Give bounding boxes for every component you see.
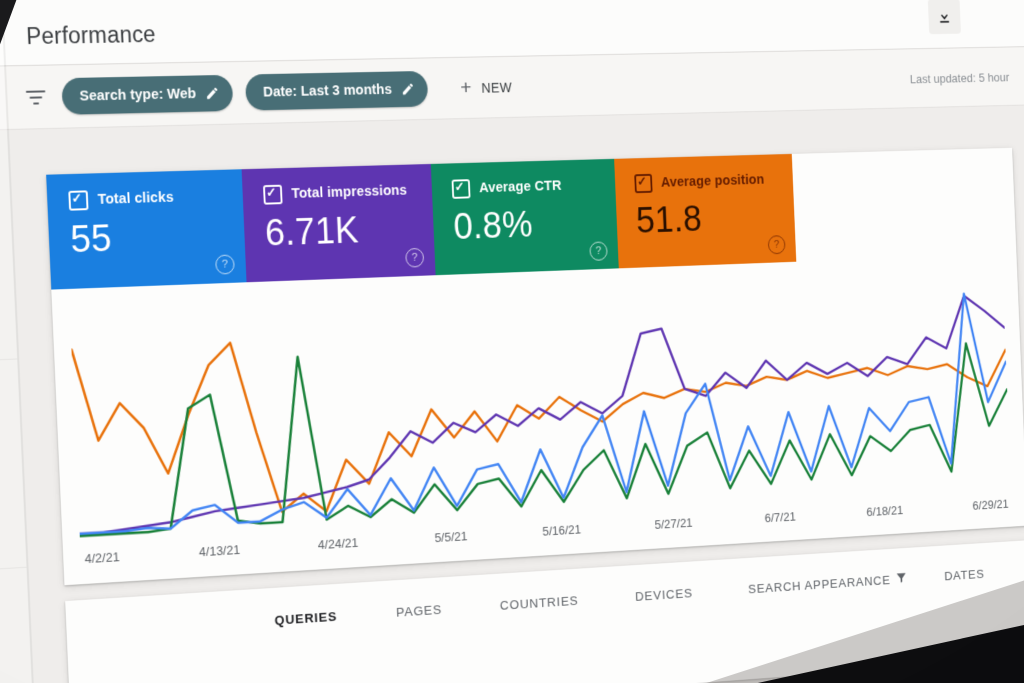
- x-tick-label: 5/5/21: [434, 528, 468, 546]
- metric-value: 55: [69, 218, 113, 262]
- last-updated-text: Last updated: 5 hour: [909, 69, 1010, 86]
- x-tick-label: 6/18/21: [866, 502, 904, 519]
- metric-card-average-ctr[interactable]: Average CTR 0.8%: [430, 158, 619, 276]
- metric-card-total-clicks[interactable]: Total clicks 55: [46, 169, 247, 290]
- tab-search-appearance[interactable]: SEARCH APPEARANCE: [747, 572, 891, 597]
- x-tick-label: 4/2/21: [84, 549, 120, 567]
- metric-card-total-impressions[interactable]: Total impressions 6.71K: [241, 163, 436, 283]
- tab-queries[interactable]: QUERIES: [274, 609, 338, 628]
- date-range-chip-label: Date: Last 3 months: [262, 81, 393, 100]
- date-range-chip[interactable]: Date: Last 3 months: [245, 70, 429, 111]
- plus-icon: +: [459, 76, 472, 99]
- pencil-icon: [205, 86, 220, 101]
- metric-value: 51.8: [635, 199, 703, 242]
- search-type-chip-label: Search type: Web: [79, 85, 197, 105]
- metric-card-average-position[interactable]: Average position 51.8: [614, 153, 797, 269]
- metric-label: Total clicks: [97, 189, 174, 208]
- table-filter-icon[interactable]: [894, 570, 908, 590]
- metric-label: Total impressions: [291, 182, 408, 202]
- tab-pages[interactable]: PAGES: [395, 602, 443, 620]
- search-type-chip[interactable]: Search type: Web: [61, 74, 234, 115]
- page-title: Performance: [25, 21, 157, 50]
- filter-toolbar: Search type: Web Date: Last 3 months + N…: [0, 46, 1024, 133]
- metric-label: Average position: [660, 172, 765, 191]
- performance-chart-card: Total clicks 55 Total impressions 6.71K: [46, 147, 1024, 586]
- export-download-button[interactable]: [927, 0, 961, 35]
- new-filter-label: NEW: [481, 79, 513, 96]
- pencil-icon: [401, 82, 415, 97]
- x-tick-label: 4/24/21: [317, 535, 359, 553]
- help-icon[interactable]: [767, 235, 786, 255]
- x-tick-label: 6/7/21: [764, 509, 797, 526]
- metric-value: 6.71K: [264, 210, 360, 255]
- help-icon[interactable]: [215, 254, 235, 275]
- tab-countries[interactable]: COUNTRIES: [499, 593, 579, 613]
- download-icon: [937, 8, 953, 25]
- x-tick-label: 5/27/21: [654, 515, 693, 532]
- x-tick-label: 6/29/21: [972, 496, 1009, 513]
- x-tick-label: 4/13/21: [198, 542, 241, 560]
- new-filter-button[interactable]: + NEW: [454, 76, 517, 99]
- page-content: Total clicks 55 Total impressions 6.71K: [0, 105, 1024, 683]
- checkbox-checked-icon[interactable]: [634, 173, 653, 194]
- metric-label: Average CTR: [478, 178, 562, 197]
- checkbox-checked-icon[interactable]: [451, 179, 471, 199]
- tab-dates[interactable]: DATES: [943, 566, 985, 584]
- checkbox-checked-icon[interactable]: [68, 190, 89, 211]
- tab-devices[interactable]: DEVICES: [634, 585, 693, 604]
- checkbox-checked-icon[interactable]: [263, 184, 283, 205]
- metric-value: 0.8%: [452, 204, 534, 248]
- help-icon[interactable]: [589, 241, 608, 261]
- x-tick-label: 5/16/21: [542, 522, 582, 539]
- filter-list-icon[interactable]: [25, 89, 47, 105]
- help-icon[interactable]: [405, 247, 425, 268]
